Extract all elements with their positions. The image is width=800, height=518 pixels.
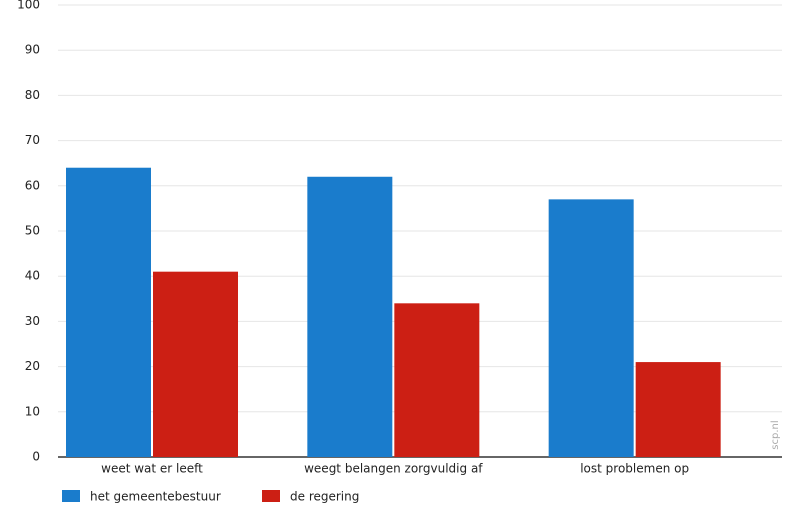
legend-swatch xyxy=(262,490,280,502)
x-tick-label: lost problemen op xyxy=(580,462,689,476)
bar xyxy=(66,167,151,457)
y-tick-label: 10 xyxy=(25,404,40,418)
x-tick-label: weegt belangen zorgvuldig af xyxy=(304,462,483,476)
y-tick-label: 50 xyxy=(25,224,40,238)
legend-swatch xyxy=(62,490,80,502)
bar xyxy=(635,362,721,457)
bar xyxy=(153,271,238,457)
bar xyxy=(548,199,634,458)
legend-label: het gemeentebestuur xyxy=(90,490,221,504)
y-tick-label: 90 xyxy=(25,43,40,57)
source: scp.nl xyxy=(770,420,781,449)
y-tick-label: 80 xyxy=(25,88,40,102)
bar xyxy=(307,176,393,457)
y-tick-label: 0 xyxy=(32,450,40,464)
bar xyxy=(394,303,480,457)
y-tick-label: 60 xyxy=(25,178,40,192)
y-tick-label: 40 xyxy=(25,269,40,283)
y-tick-label: 100 xyxy=(17,0,40,12)
x-tick-label: weet wat er leeft xyxy=(101,462,203,476)
legend-label: de regering xyxy=(290,490,359,504)
y-tick-label: 70 xyxy=(25,133,40,147)
y-tick-label: 20 xyxy=(25,359,40,373)
y-tick-label: 30 xyxy=(25,314,40,328)
